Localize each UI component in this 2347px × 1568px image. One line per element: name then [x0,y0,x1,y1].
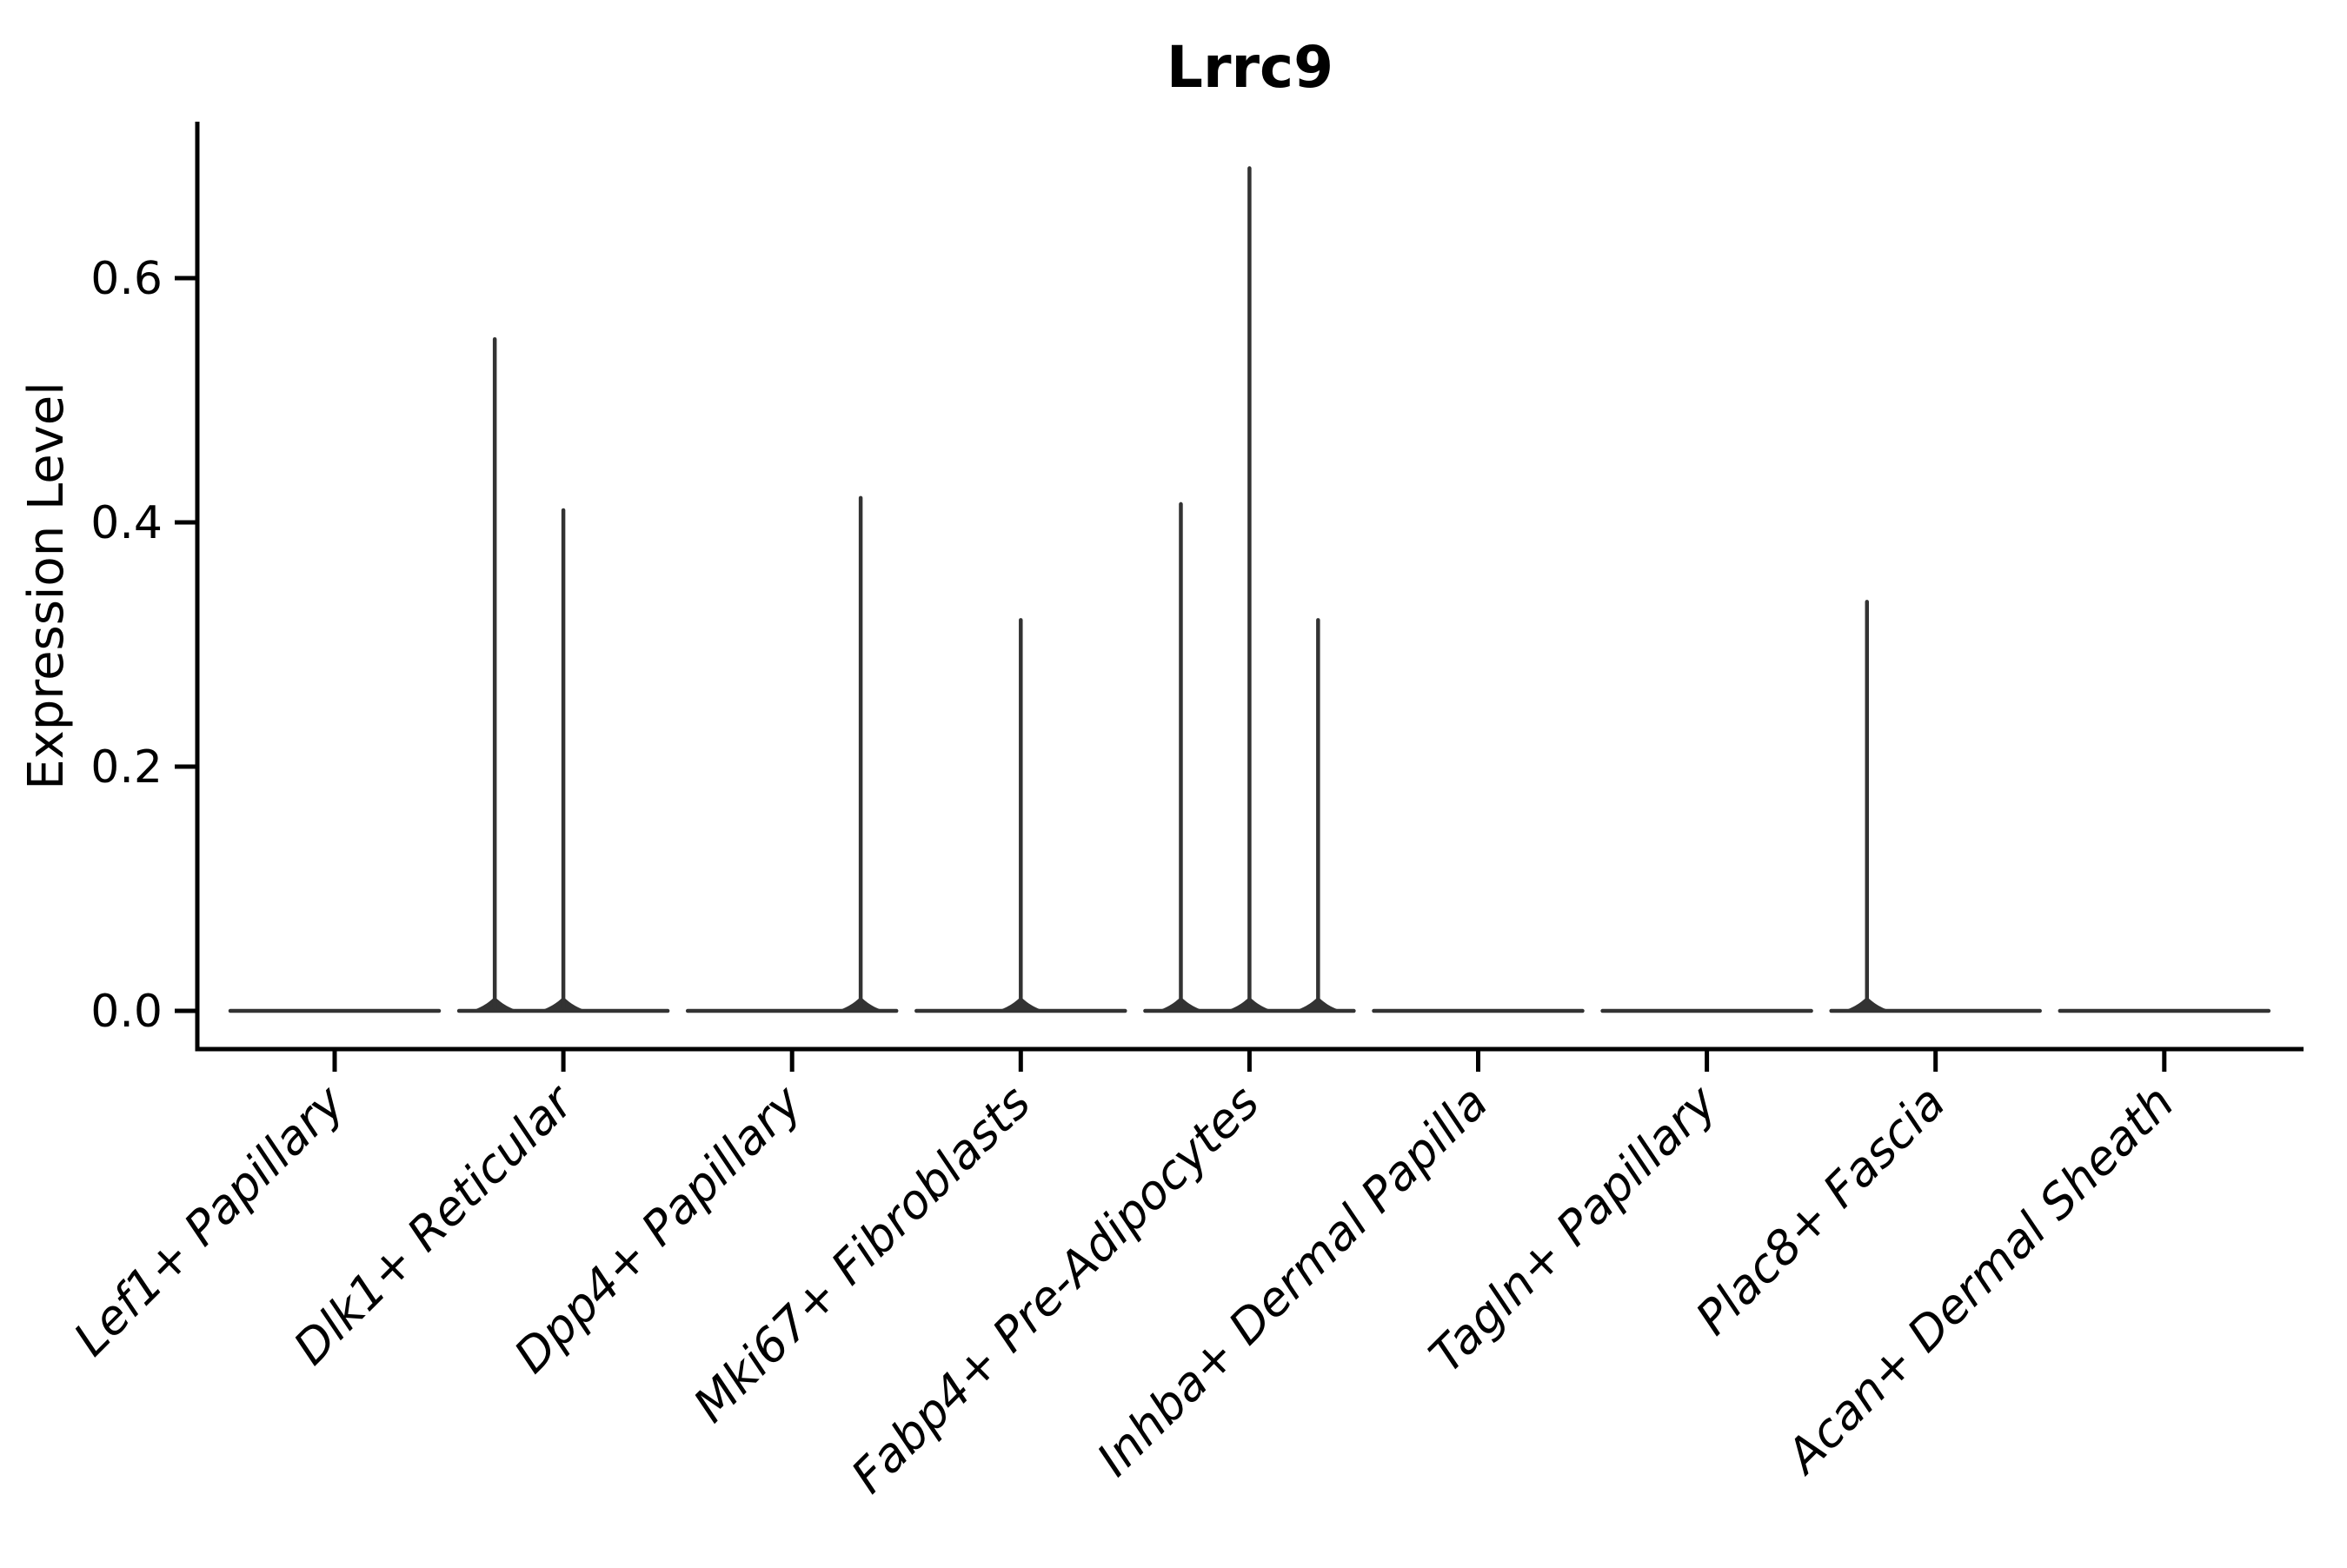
y-axis-label: Expression Level [18,382,75,790]
x-tick-label: Acan+ Dermal Sheath [1774,1075,2184,1485]
y-tick-label: 0.6 [90,253,163,305]
x-tick-label: Inhba+ Dermal Papilla [1087,1075,1499,1487]
y-tick-label: 0.2 [90,741,163,794]
x-tick-label: Fabp4+ Pre-Adipocytes [841,1075,1269,1504]
y-tick-label: 0.0 [90,986,163,1038]
y-tick-label: 0.4 [90,497,163,549]
chart-title: Lrrc9 [1167,34,1333,101]
